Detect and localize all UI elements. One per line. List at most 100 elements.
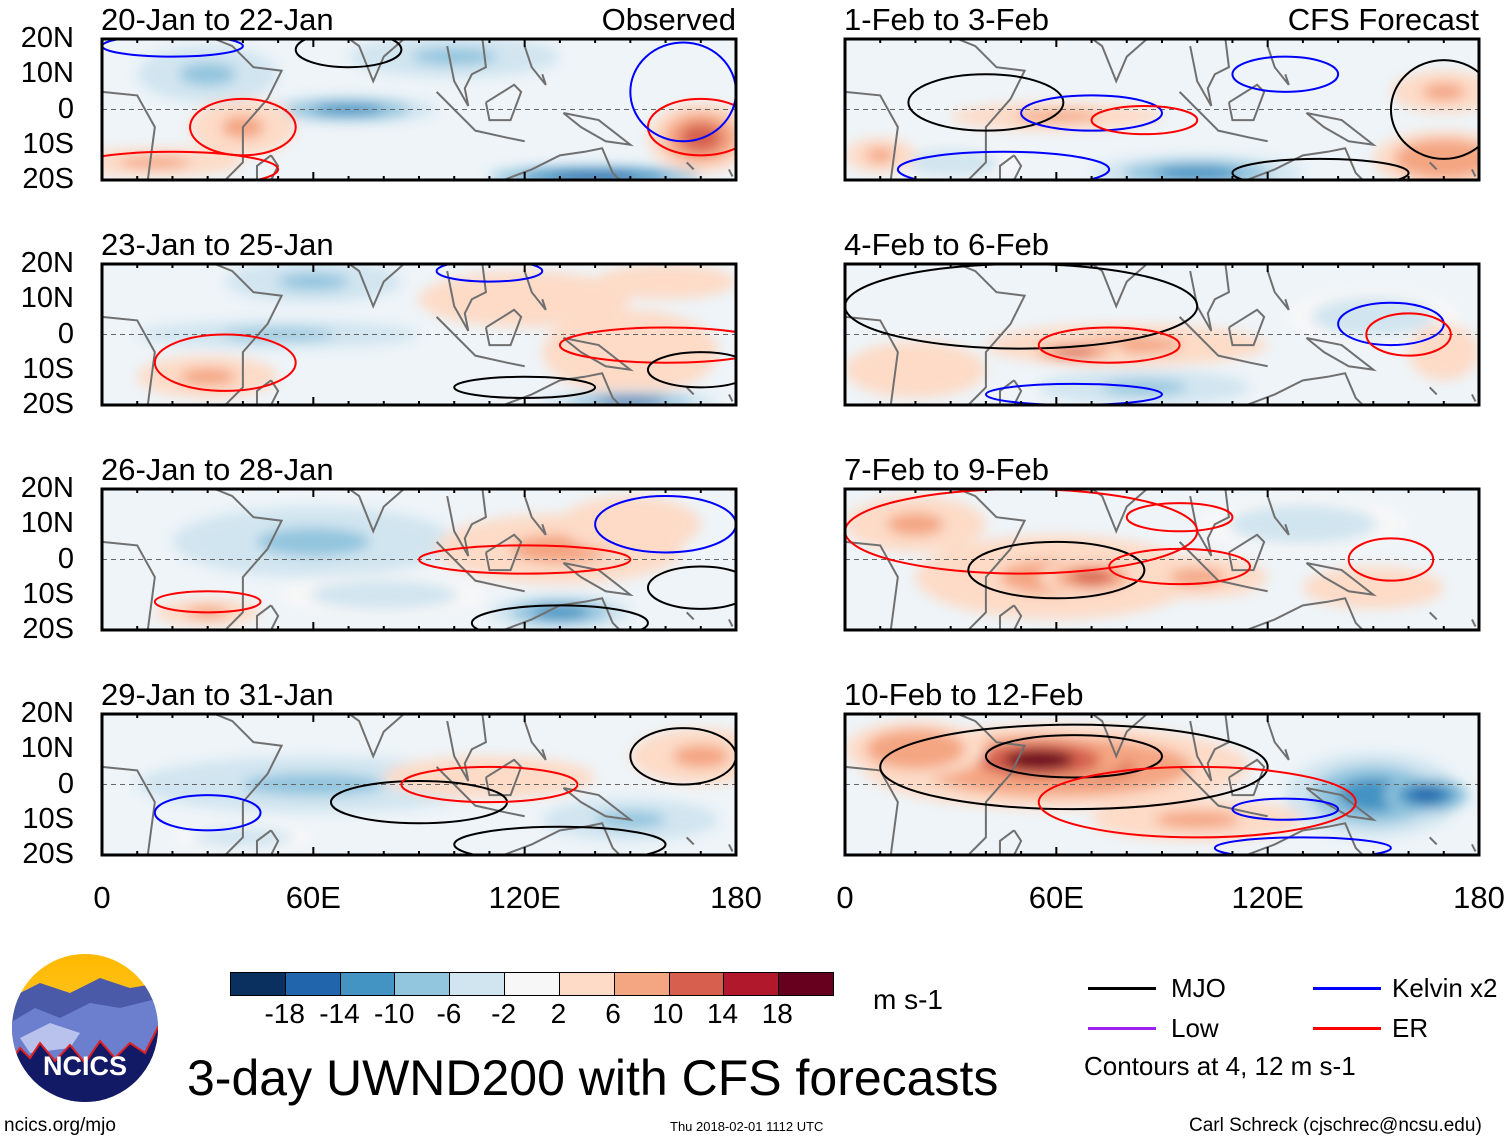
main-title: 3-day UWND200 with CFS forecasts [187,1050,999,1106]
coastline [845,540,899,630]
coastline [845,765,899,855]
coastline [845,90,899,180]
wave-contour [153,333,297,392]
wind-anomaly-shading [1260,512,1346,536]
coastline [1178,541,1268,593]
coastline [562,787,634,822]
coastline [214,264,284,405]
coastline [446,714,488,782]
coastline [302,39,427,84]
wave-contour [845,264,1199,350]
colorbar-swatch [504,973,559,995]
colorbar-label: -18 [264,998,305,1029]
lon-label: 60E [285,880,341,915]
coastline [435,766,525,818]
coastline [484,533,523,572]
wave-contour [1231,797,1340,821]
legend-mjo-line [1088,987,1156,990]
colorbar-swatch [613,973,669,995]
wave-contour [1365,312,1452,357]
colorbar-swatch [558,973,614,995]
coastline [523,720,547,761]
coastline [503,597,621,630]
coastline [685,386,695,396]
colorbar-swatch [394,973,450,995]
wind-anomaly-shading [1409,788,1444,803]
coastline [503,372,621,405]
wave-contour [984,734,1163,779]
coastline [484,83,523,122]
map-panel [100,487,738,632]
map-panel [100,712,738,857]
legend-mjo-label: MJO [1171,973,1226,1003]
coastline [685,611,695,621]
wave-contour [1231,157,1410,180]
colorbar-label: -6 [436,998,462,1029]
coastline [1246,822,1364,855]
legend-er-label: ER [1392,1013,1429,1043]
coastline [102,765,156,855]
logo-text: NCICS [43,1051,127,1081]
coastline [484,308,523,347]
wind-anomaly-shading [482,287,567,311]
wind-anomaly-shading [672,745,729,768]
colorbar-swatch [231,973,285,995]
coastline [214,714,284,855]
colorbar-swatch [723,973,779,995]
coastline [845,315,899,405]
legend-low-label: Low [1171,1013,1219,1043]
coastline [102,540,156,630]
coastline [685,161,695,171]
map-panel [843,712,1481,857]
coastline [1305,112,1377,147]
coastline [523,45,547,86]
coastline [1471,843,1477,852]
wave-contour [102,150,280,180]
colorbar-label: 6 [605,998,621,1029]
coastline [255,829,280,855]
wave-contour [967,540,1146,600]
coastline [685,836,695,846]
wave-contour [646,351,736,389]
coastline [255,154,280,180]
wave-contour [558,326,736,364]
wave-contour [896,150,1111,180]
wave-contour [294,39,403,69]
wave-contour [153,794,262,832]
coastline [1178,91,1268,143]
panel-title: 29-Jan to 31-Jan [101,677,334,712]
legend-kelvin-label: Kelvin x2 [1392,973,1498,1003]
panel-title: 10-Feb to 12-Feb [844,677,1084,712]
coastline [302,489,427,534]
coastline [102,315,156,405]
colorbar-label: -10 [373,998,415,1029]
colorbar [230,972,834,996]
wave-contour [1389,59,1479,160]
lat-label: 20S [22,388,74,420]
colorbar-label: -2 [491,998,517,1029]
wind-anomaly-shading [887,512,944,536]
wave-contour [1213,836,1392,855]
coastline [1266,495,1290,536]
wind-anomaly-shading [1070,570,1113,585]
lat-label: 0 [57,317,74,350]
wind-anomaly-shading [637,274,694,289]
coastline [1045,39,1170,84]
footer-url: ncics.org/mjo [4,1115,116,1136]
map-panel [843,487,1481,632]
coastline [562,112,634,147]
lon-label: 180 [710,880,762,915]
panel-title: 7-Feb to 9-Feb [844,452,1050,487]
footer-credit: Carl Schreck (cjschrec@ncsu.edu) [1189,1115,1482,1136]
coastline [446,489,488,557]
lat-label: 10N [20,732,74,765]
footer-timestamp: Thu 2018-02-01 1112 UTC [670,1119,824,1134]
wind-anomaly-shading [1154,165,1240,180]
lon-label: 180 [1453,880,1505,915]
lat-label: 10S [22,127,74,160]
wind-anomaly-shading [887,737,944,761]
lat-label: 0 [57,542,74,575]
coastline [998,829,1023,855]
coastline [446,264,488,332]
coastline [1305,787,1377,822]
